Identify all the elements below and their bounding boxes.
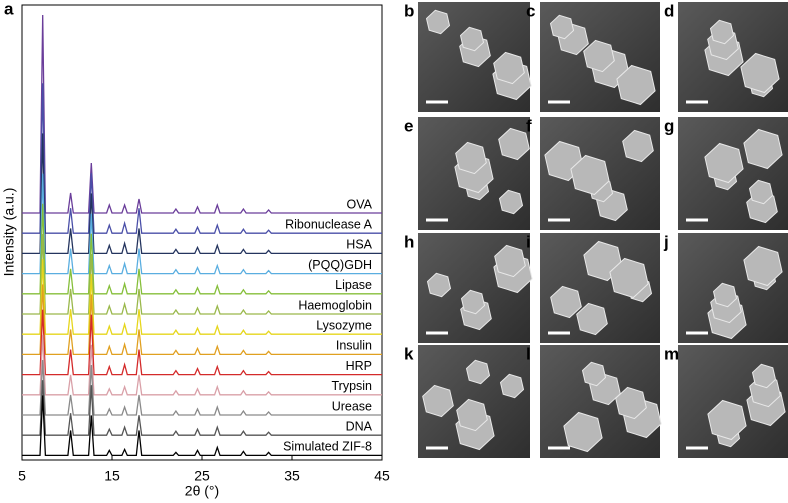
crystal <box>456 398 488 432</box>
sem-panel: m <box>664 344 788 458</box>
crystal <box>616 64 656 106</box>
panel-label: b <box>404 1 414 20</box>
crystal <box>498 189 524 215</box>
panel-label: g <box>664 116 674 135</box>
series-label: Urease <box>332 399 372 413</box>
panel-label: m <box>664 344 679 363</box>
xrd-trace <box>22 14 382 214</box>
crystal <box>709 19 735 45</box>
crystal <box>583 39 615 73</box>
crystal <box>576 302 608 336</box>
xrd-trace <box>22 380 382 436</box>
sem-panel: g <box>664 116 788 230</box>
crystal <box>570 154 610 196</box>
xrd-trace <box>22 83 382 234</box>
crystal <box>743 128 783 170</box>
series-label: Trypsin <box>331 379 372 393</box>
y-axis-label: Intensity (a.u.) <box>1 188 17 277</box>
crystal <box>426 272 452 298</box>
figure-label: a <box>4 0 14 18</box>
x-tick-label: 25 <box>194 468 210 484</box>
crystal <box>707 399 747 441</box>
series-label: (PQQ)GDH <box>308 258 372 272</box>
sem-panel: i <box>526 232 660 343</box>
crystal <box>460 289 486 315</box>
panel-label: f <box>526 116 532 135</box>
x-tick-label: 45 <box>374 468 390 484</box>
crystal <box>498 127 530 161</box>
series-label: Lysozyme <box>316 318 372 332</box>
crystal <box>425 9 451 35</box>
series-label: Lipase <box>335 278 372 292</box>
xrd-trace <box>22 359 382 416</box>
panel-label: h <box>404 232 414 251</box>
xrd-trace <box>22 203 382 295</box>
xrd-trace <box>22 284 382 356</box>
panel-label: d <box>664 1 674 20</box>
sem-panel: l <box>526 344 662 458</box>
series-label: Insulin <box>336 339 372 353</box>
panel-label: i <box>526 232 531 251</box>
crystal <box>422 384 454 418</box>
series-label: Simulated ZIF-8 <box>283 440 372 454</box>
plot-frame <box>21 4 383 461</box>
xrd-trace <box>22 334 382 396</box>
sem-panel: d <box>664 1 788 112</box>
xrd-trace <box>22 309 382 376</box>
crystal <box>459 26 485 52</box>
crystal <box>743 245 783 287</box>
crystal <box>609 257 649 299</box>
sem-panel: h <box>404 232 533 343</box>
sem-panel: c <box>526 1 660 112</box>
series-label: HRP <box>346 359 372 373</box>
crystal <box>740 52 780 94</box>
sem-panel: b <box>404 1 532 112</box>
xrd-trace <box>22 173 382 275</box>
crystal <box>465 359 491 385</box>
series-label: Haemoglobin <box>298 298 372 312</box>
series-label: Ribonuclease A <box>285 217 373 231</box>
x-axis-label: 2θ (°) <box>185 483 219 499</box>
crystal <box>499 373 525 399</box>
panel-label: l <box>526 344 531 363</box>
series-label: OVA <box>347 197 373 211</box>
xrd-trace <box>22 259 382 335</box>
crystal <box>549 14 575 40</box>
crystal <box>704 142 744 184</box>
sem-panel: j <box>663 232 788 343</box>
crystal <box>615 386 647 420</box>
xrd-trace <box>22 395 382 457</box>
x-tick-label: 5 <box>18 468 26 484</box>
crystal <box>550 285 582 319</box>
series-label: DNA <box>346 419 373 433</box>
crystal <box>494 244 526 278</box>
panel-label: c <box>526 1 535 20</box>
sem-panel: f <box>526 116 660 230</box>
crystal <box>455 141 487 175</box>
x-tick-label: 15 <box>104 468 120 484</box>
sem-panel: e <box>404 116 530 230</box>
crystal <box>751 363 777 389</box>
crystal <box>563 411 603 453</box>
panel-label: k <box>404 344 414 363</box>
crystal <box>712 282 738 308</box>
xrd-trace <box>22 233 382 315</box>
xrd-trace <box>22 133 382 255</box>
crystal <box>622 129 654 163</box>
panel-label: e <box>404 116 413 135</box>
sem-panel: k <box>404 344 530 458</box>
series-label: HSA <box>346 238 372 252</box>
panel-label: j <box>663 232 669 251</box>
crystal <box>493 51 525 85</box>
crystal <box>748 179 774 205</box>
crystal <box>581 361 607 387</box>
x-tick-label: 35 <box>284 468 300 484</box>
